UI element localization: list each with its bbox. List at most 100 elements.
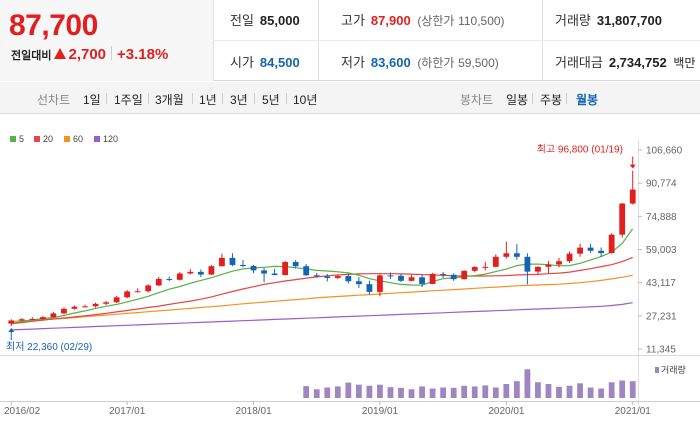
volume-bar — [556, 386, 562, 398]
divider — [222, 93, 223, 104]
divider — [532, 93, 533, 104]
x-axis-line — [0, 401, 700, 402]
candle-chart-label: 봉차트 — [460, 93, 494, 107]
volume-bar — [334, 386, 341, 398]
volume-legend-swatch — [655, 367, 659, 373]
candle-body — [482, 266, 489, 268]
candle-body — [187, 271, 194, 274]
change-amount: 2,700 — [68, 46, 107, 63]
candle-daily[interactable]: 일봉 — [506, 93, 529, 107]
candle-body — [219, 257, 225, 267]
volume-bar — [503, 384, 510, 398]
y-tick-label: 11,345 — [646, 345, 676, 356]
up-triangle-icon — [54, 48, 67, 59]
candle-body — [313, 275, 320, 277]
candle-body — [124, 291, 131, 298]
y-tick-label: 90,774 — [646, 179, 677, 190]
candle-body — [250, 265, 257, 271]
volume-bar — [492, 387, 499, 398]
period-1w[interactable]: 1주일 — [114, 93, 143, 107]
divider — [254, 93, 255, 104]
candle-body — [355, 281, 362, 285]
volume-bar — [355, 384, 362, 398]
candle-body — [29, 319, 36, 321]
divider — [111, 46, 113, 60]
legend-swatch-ma60 — [64, 136, 70, 142]
ma-line-ma60 — [11, 274, 633, 323]
volume-bar — [577, 383, 583, 398]
y-tick-label: 74,888 — [646, 212, 677, 223]
day-high: 고가 87,900 (상한가 110,500) — [341, 13, 505, 28]
period-10y[interactable]: 10년 — [293, 93, 318, 107]
volume-bar — [429, 388, 436, 398]
volume-bar — [419, 386, 425, 398]
candle-body — [271, 273, 278, 275]
candle-body — [587, 247, 594, 251]
candle-body — [208, 266, 215, 275]
candle-body — [324, 276, 331, 278]
y-tick-label: 43,117 — [646, 278, 676, 289]
candle-body — [513, 253, 520, 257]
volume-bar — [629, 381, 636, 398]
candle-body — [292, 262, 299, 267]
candle-body — [71, 306, 78, 309]
candle-monthly[interactable]: 월봉 — [576, 93, 599, 107]
candle-body — [345, 276, 352, 282]
volume-bar — [482, 385, 489, 398]
candle-body — [566, 253, 573, 262]
x-tick-label: 2016/02 — [4, 406, 41, 417]
x-tick-label: 2017/01 — [109, 406, 146, 417]
y-tick-label: 106,660 — [646, 146, 683, 157]
volume-bar — [608, 382, 615, 398]
candle-body — [545, 264, 552, 267]
candle-body — [524, 256, 531, 272]
period-1y[interactable]: 1년 — [199, 93, 217, 107]
volume-stat: 거래량 31,807,700 — [555, 13, 662, 28]
volume-bar — [345, 382, 352, 398]
max-arrow-head — [629, 164, 636, 169]
legend-label-ma60: 60 — [73, 134, 83, 144]
chart-toolbar: 선차트 1일 1주일 3개월 1년 3년 5년 10년 봉차트 일봉 주봉 월봉 — [0, 82, 700, 114]
candle-body — [440, 273, 447, 275]
min-arrow-head — [8, 328, 15, 333]
candle-body — [18, 319, 25, 321]
y-axis-line — [638, 140, 639, 405]
candle-body — [398, 275, 404, 281]
candle-body — [503, 253, 510, 257]
candle-body — [261, 270, 267, 274]
candle-weekly[interactable]: 주봉 — [540, 93, 563, 107]
period-3m[interactable]: 3개월 — [155, 93, 184, 107]
volume-bar — [450, 387, 457, 398]
candle-body — [303, 266, 310, 276]
candle-body — [577, 247, 583, 254]
candle-body — [629, 189, 636, 204]
candle-body — [8, 320, 15, 324]
candle-body — [82, 306, 88, 308]
volume-bar — [535, 382, 541, 398]
candle-body — [535, 266, 541, 272]
candle-body — [229, 257, 236, 265]
volume-bar — [398, 387, 404, 398]
divider — [286, 93, 287, 104]
candle-body — [492, 256, 499, 267]
legend-label-ma20: 20 — [43, 134, 53, 144]
candle-body — [113, 297, 120, 303]
ma-line-ma120 — [11, 302, 633, 331]
divider — [192, 93, 193, 104]
open-price: 시가 84,500 — [230, 55, 300, 70]
period-1d[interactable]: 1일 — [83, 93, 101, 107]
volume-bar — [440, 387, 447, 398]
volume-bar — [303, 386, 310, 398]
volume-bar — [471, 386, 478, 398]
candle-body — [429, 273, 436, 284]
volume-bar — [408, 389, 415, 398]
trade-amount: 거래대금 2,734,752 백만 — [555, 55, 696, 70]
volume-bar — [598, 388, 605, 398]
divider — [214, 40, 700, 41]
period-3y[interactable]: 3년 — [230, 93, 248, 107]
panel-divider — [0, 355, 700, 356]
candle-body — [240, 264, 246, 266]
candle-body — [155, 278, 162, 286]
period-5y[interactable]: 5년 — [262, 93, 280, 107]
legend-label-ma120: 120 — [103, 134, 118, 144]
